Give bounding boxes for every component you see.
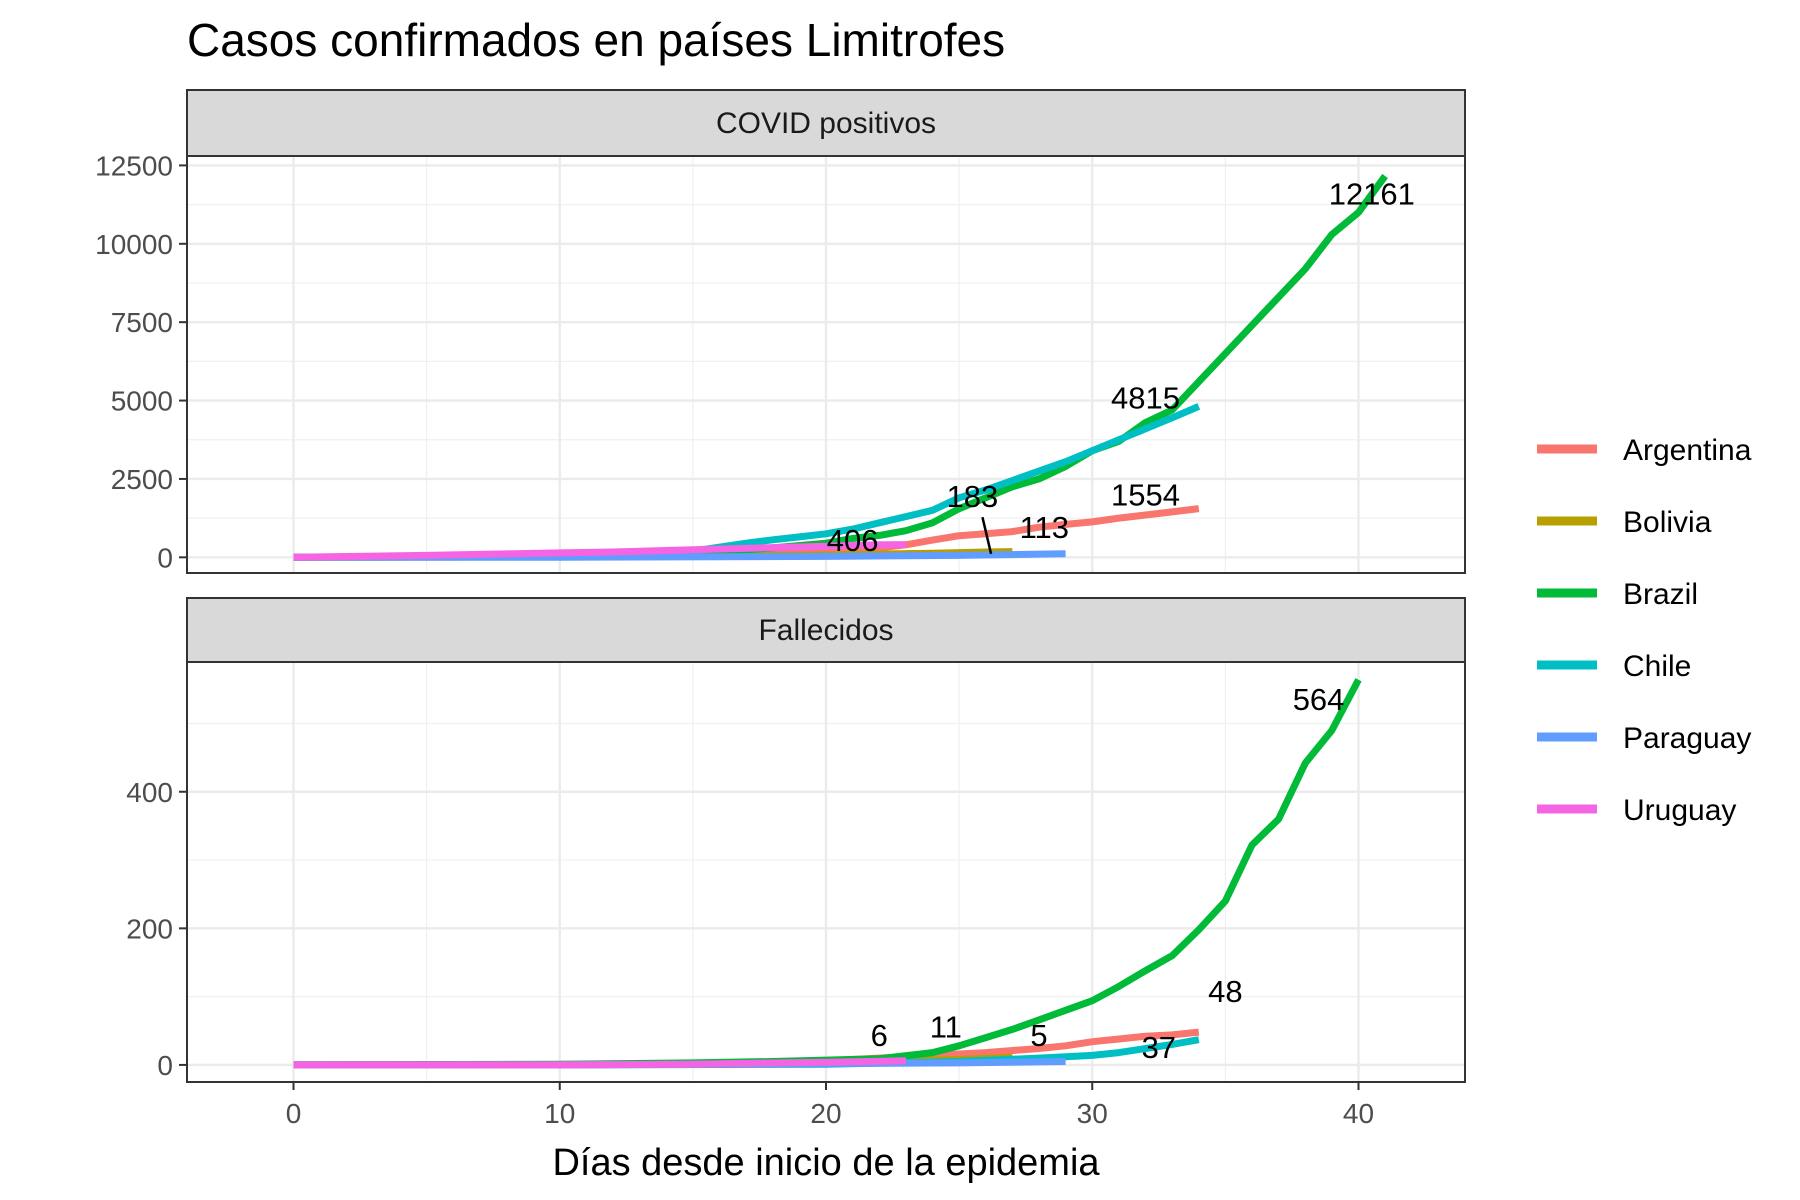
data-label-bolivia-covid-positivos: 183 — [947, 479, 999, 514]
y-tick-label: 0 — [157, 542, 173, 573]
x-tick-label: 40 — [1343, 1098, 1374, 1129]
facet-strip-covid-positivos — [186, 89, 1466, 157]
x-axis-title: Días desde inicio de la epidemia — [552, 1142, 1100, 1184]
y-tick-label: 12500 — [95, 150, 173, 181]
data-label-uruguay-fallecidos: 6 — [871, 1018, 888, 1053]
y-tick-label: 400 — [126, 777, 173, 808]
x-tick-label: 30 — [1077, 1098, 1108, 1129]
data-label-uruguay-covid-positivos: 406 — [827, 523, 879, 558]
x-tick-label: 0 — [286, 1098, 302, 1129]
data-label-bolivia-fallecidos: 11 — [930, 1010, 962, 1045]
series-line-uruguay-covid-positivos — [293, 541, 906, 561]
x-tick-label: 20 — [810, 1098, 841, 1129]
data-label-brazil-fallecidos: 564 — [1293, 682, 1345, 717]
y-tick-label: 200 — [126, 913, 173, 944]
legend-label-brazil: Brazil — [1623, 578, 1698, 611]
data-label-chile-covid-positivos: 4815 — [1111, 380, 1180, 415]
y-tick-label: 10000 — [95, 229, 173, 260]
legend-label-argentina: Argentina — [1623, 434, 1752, 467]
x-tick-label: 10 — [544, 1098, 575, 1129]
facet-strip-label-covid-positivos: COVID positivos — [716, 107, 936, 140]
legend-label-paraguay: Paraguay — [1623, 722, 1751, 755]
data-label-chile-fallecidos: 37 — [1142, 1030, 1176, 1065]
series-line-chile-covid-positivos — [293, 403, 1201, 561]
chart-title: Casos confirmados en países Limitrofes — [187, 14, 1005, 66]
data-label-argentina-covid-positivos: 1554 — [1111, 478, 1180, 513]
y-tick-label: 2500 — [111, 464, 173, 495]
y-tick-label: 0 — [157, 1050, 173, 1081]
legend-label-chile: Chile — [1623, 650, 1691, 683]
legend-label-uruguay: Uruguay — [1623, 794, 1736, 827]
data-label-paraguay-covid-positivos: 113 — [1020, 510, 1069, 545]
series-line-brazil-covid-positivos — [293, 173, 1388, 561]
data-label-argentina-fallecidos: 48 — [1208, 974, 1242, 1009]
series-line-uruguay-fallecidos — [293, 1057, 906, 1069]
panel-border-covid-positivos — [186, 155, 1466, 574]
legend-label-bolivia: Bolivia — [1623, 506, 1712, 539]
y-tick-label: 5000 — [111, 386, 173, 417]
data-label-brazil-covid-positivos: 12161 — [1329, 177, 1415, 212]
data-label-paraguay-fallecidos: 5 — [1030, 1018, 1047, 1053]
y-tick-label: 7500 — [111, 307, 173, 338]
facet-strip-label-fallecidos: Fallecidos — [758, 614, 893, 647]
label-leader-bolivia — [981, 516, 993, 555]
